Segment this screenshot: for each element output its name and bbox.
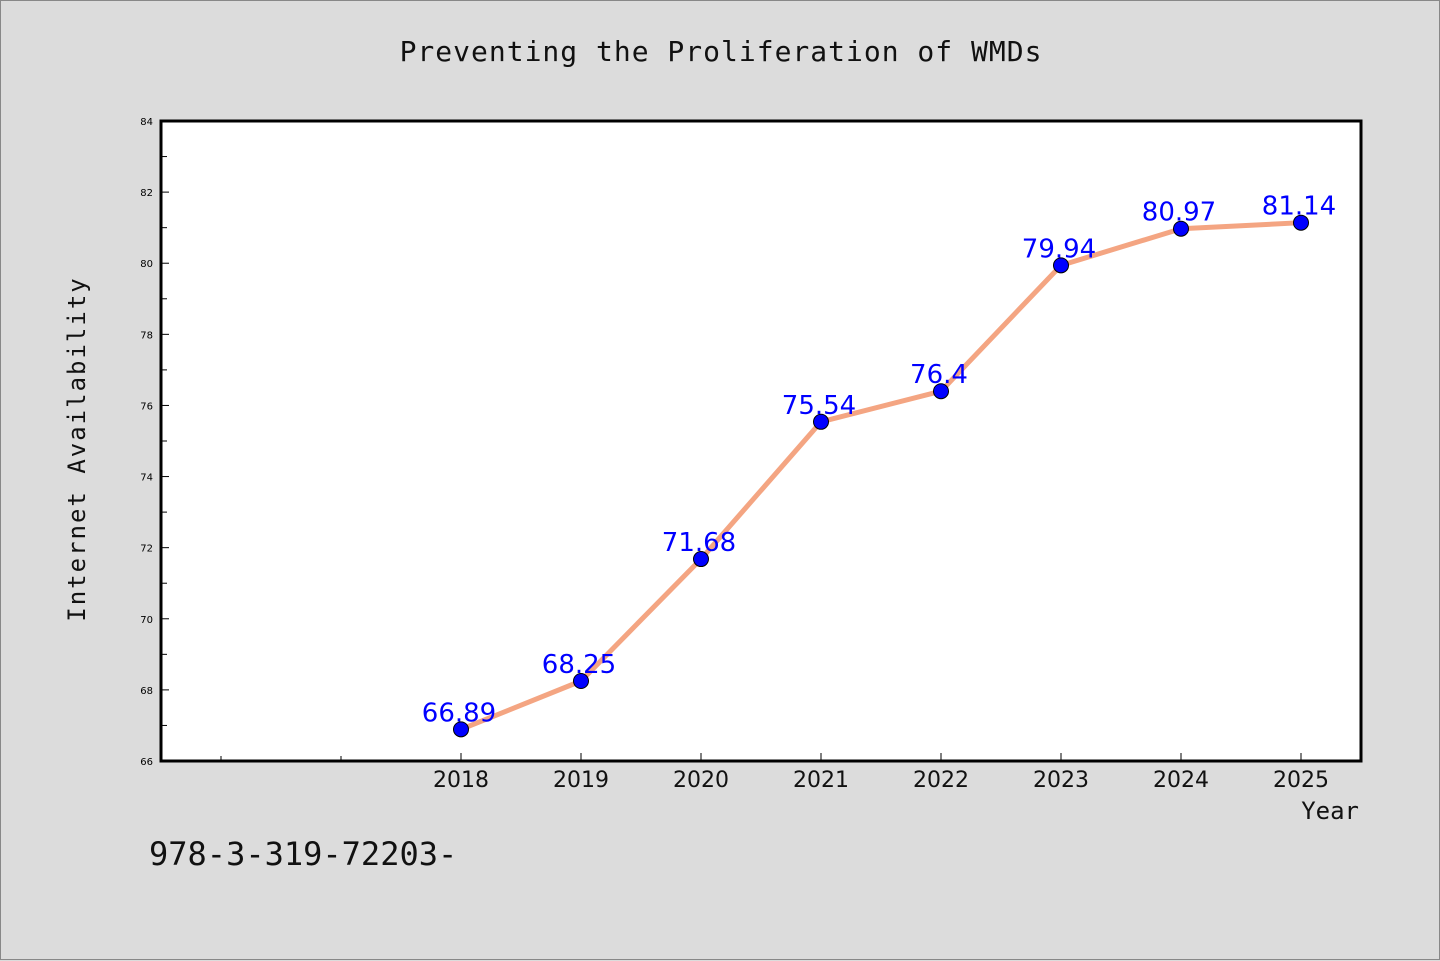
- y-tick-label: 70: [140, 615, 153, 626]
- y-tick-label: 68: [140, 686, 153, 697]
- data-label: 76.4: [910, 360, 968, 390]
- data-point: [453, 721, 469, 738]
- data-label: 66.89: [422, 698, 496, 728]
- data-point: [1053, 257, 1069, 274]
- plot-frame: [159, 119, 1363, 763]
- x-tick-label: 2018: [433, 768, 489, 793]
- x-tick-label: 2025: [1273, 768, 1329, 793]
- plot-area: [161, 121, 1361, 761]
- x-tick-label: 2023: [1033, 768, 1089, 793]
- y-tick-label: 82: [140, 188, 153, 199]
- x-tick-label: 2021: [793, 768, 849, 793]
- y-tick-label: 80: [140, 259, 153, 270]
- series-line: [458, 220, 1304, 732]
- chart-title: Preventing the Proliferation of WMDs: [399, 35, 1043, 68]
- x-tick-label: 2022: [913, 768, 969, 793]
- y-tick-label: 74: [140, 473, 153, 484]
- data-label: 71.68: [662, 528, 736, 558]
- y-tick-label: 76: [140, 401, 153, 412]
- data-label: 81.14: [1262, 192, 1336, 222]
- data-label: 80.97: [1142, 198, 1216, 228]
- x-tick-label: 2019: [553, 768, 609, 793]
- y-tick-label: 66: [140, 757, 153, 768]
- data-point: [933, 383, 949, 400]
- data-label: 79.94: [1022, 234, 1096, 264]
- x-tick-label: 2020: [673, 768, 729, 793]
- y-tick-label: 84: [140, 117, 153, 128]
- data-point: [1293, 214, 1309, 231]
- y-tick-label: 72: [140, 544, 153, 555]
- y-tick-label: 78: [140, 330, 153, 341]
- footnote-text: 978-3-319-72203-: [149, 835, 458, 873]
- data-label: 68.25: [542, 650, 616, 680]
- data-point: [1173, 220, 1189, 237]
- x-tick-label: 2024: [1153, 768, 1209, 793]
- x-axis-label: Year: [1301, 797, 1359, 825]
- data-point: [573, 673, 589, 689]
- data-point: [813, 413, 829, 430]
- data-point: [693, 551, 709, 568]
- data-label: 75.54: [782, 391, 856, 421]
